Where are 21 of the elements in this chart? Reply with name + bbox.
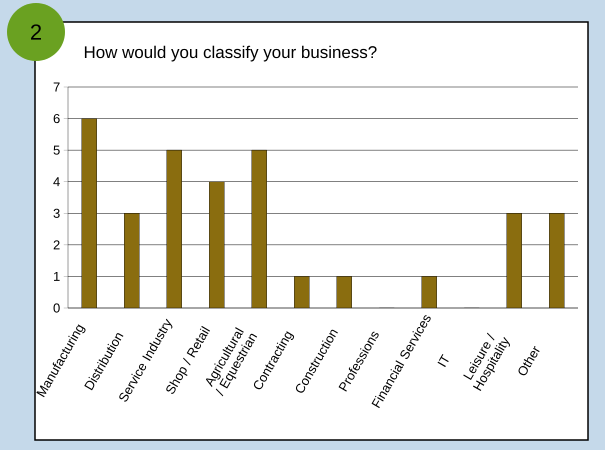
y-tick-label: 7: [54, 82, 60, 92]
bar: [166, 150, 182, 308]
y-tick-label: 6: [54, 114, 60, 124]
y-tick-label: 3: [54, 208, 60, 218]
bar: [336, 276, 352, 308]
chart-title: How would you classify your business?: [84, 46, 377, 62]
bar: [422, 276, 437, 308]
bar: [124, 213, 140, 308]
y-tick-label: 0: [54, 303, 60, 313]
x-tick-label: IT: [438, 354, 449, 368]
text: 2: [31, 24, 41, 40]
y-tick-label: 1: [54, 272, 60, 281]
bar: [294, 276, 310, 308]
y-tick-label: 5: [54, 146, 60, 155]
bar: [506, 213, 522, 308]
y-tick-label: 4: [53, 177, 60, 186]
bar: [82, 118, 97, 308]
bar: [209, 182, 224, 308]
bar: [252, 150, 267, 308]
bar: [549, 213, 564, 308]
y-tick-label: 2: [54, 240, 60, 250]
